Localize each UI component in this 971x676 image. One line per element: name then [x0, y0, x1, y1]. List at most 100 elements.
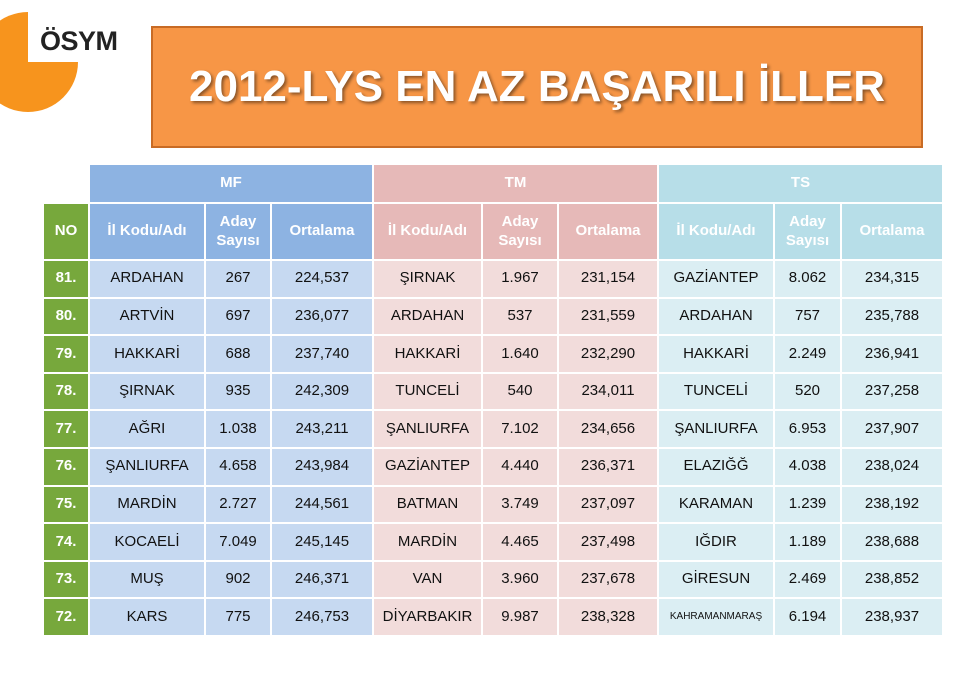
column-header: İl Kodu/Adı [374, 204, 481, 259]
table-cell: GİRESUN [659, 561, 773, 598]
table-cell: 238,937 [842, 599, 942, 635]
table-cell: 245,145 [272, 524, 372, 560]
table-cell: 244,561 [272, 486, 372, 523]
table-cell: 234,315 [842, 261, 942, 297]
table-cell: 1.640 [483, 336, 557, 372]
table-cell: BATMAN [374, 486, 481, 523]
table-cell: ŞANLIURFA [90, 449, 204, 485]
table-cell: ELAZIĞĞ [659, 449, 773, 485]
table-cell: 267 [206, 261, 270, 297]
no-header: NO [44, 204, 88, 259]
table-cell: 236,077 [272, 298, 372, 335]
table-cell: 237,907 [842, 411, 942, 447]
table-cell: KAHRAMANMARAŞ [659, 599, 773, 635]
table-cell: KARAMAN [659, 486, 773, 523]
column-header: Ortalama [272, 204, 372, 259]
table-cell: ARTVİN [90, 298, 204, 335]
table-cell: 232,290 [559, 336, 657, 372]
logo-text: ÖSYM [40, 26, 118, 56]
row-number: 75. [44, 486, 88, 523]
column-header: Ortalama [559, 204, 657, 259]
table-cell: 231,559 [559, 298, 657, 335]
table-cell: 537 [483, 298, 557, 335]
table-cell: 224,537 [272, 261, 372, 297]
row-number: 74. [44, 524, 88, 560]
table-cell: DİYARBAKIR [374, 599, 481, 635]
row-number: 76. [44, 449, 88, 485]
row-number: 73. [44, 561, 88, 598]
table-cell: 237,740 [272, 336, 372, 372]
table-cell: 902 [206, 561, 270, 598]
table-cell: 4.440 [483, 449, 557, 485]
table-cell: 4.465 [483, 524, 557, 560]
table-cell: 7.102 [483, 411, 557, 447]
table-cell: 1.038 [206, 411, 270, 447]
table-cell: TUNCELİ [659, 373, 773, 410]
table-cell: 234,656 [559, 411, 657, 447]
group-header: MF [90, 165, 372, 202]
column-header: Aday Sayısı [206, 204, 270, 259]
table-cell: 697 [206, 298, 270, 335]
table-cell: 775 [206, 599, 270, 635]
title: 2012-LYS EN AZ BAŞARILI İLLER [189, 62, 885, 111]
table-cell: 6.953 [775, 411, 840, 447]
title-box: 2012-LYS EN AZ BAŞARILI İLLER [151, 26, 923, 148]
table-cell: MUŞ [90, 561, 204, 598]
table-cell: GAZİANTEP [659, 261, 773, 297]
table-cell: 3.749 [483, 486, 557, 523]
table-cell: 7.049 [206, 524, 270, 560]
table-cell: ŞIRNAK [90, 373, 204, 410]
row-number: 80. [44, 298, 88, 335]
table-cell: 9.987 [483, 599, 557, 635]
table-cell: HAKKARİ [374, 336, 481, 372]
table-cell: 231,154 [559, 261, 657, 297]
table-cell: 236,941 [842, 336, 942, 372]
table-cell: 237,678 [559, 561, 657, 598]
logo-cut [28, 12, 80, 62]
table-cell: 2.469 [775, 561, 840, 598]
table-cell: 4.038 [775, 449, 840, 485]
table-cell: KARS [90, 599, 204, 635]
table-cell: 935 [206, 373, 270, 410]
table-cell: 6.194 [775, 599, 840, 635]
table-cell: 246,753 [272, 599, 372, 635]
table-cell: 243,984 [272, 449, 372, 485]
table-cell: 238,192 [842, 486, 942, 523]
table-cell: 4.658 [206, 449, 270, 485]
table-cell: MARDİN [374, 524, 481, 560]
column-header: Ortalama [842, 204, 942, 259]
row-number: 78. [44, 373, 88, 410]
table-cell: 520 [775, 373, 840, 410]
table-cell: 238,328 [559, 599, 657, 635]
table-cell: TUNCELİ [374, 373, 481, 410]
table-cell: IĞDIR [659, 524, 773, 560]
table-cell: 237,258 [842, 373, 942, 410]
table-cell: 242,309 [272, 373, 372, 410]
table-cell: 8.062 [775, 261, 840, 297]
group-header: TS [659, 165, 942, 202]
table-cell: ŞIRNAK [374, 261, 481, 297]
table-cell: ARDAHAN [659, 298, 773, 335]
table-cell: GAZİANTEP [374, 449, 481, 485]
column-header: Aday Sayısı [483, 204, 557, 259]
table-cell: 1.189 [775, 524, 840, 560]
table-cell: 2.249 [775, 336, 840, 372]
table-cell: HAKKARİ [90, 336, 204, 372]
table-cell: KOCAELİ [90, 524, 204, 560]
column-header: İl Kodu/Adı [659, 204, 773, 259]
table-cell: 243,211 [272, 411, 372, 447]
table-cell: MARDİN [90, 486, 204, 523]
table-cell: ARDAHAN [90, 261, 204, 297]
row-number: 77. [44, 411, 88, 447]
table-cell: ŞANLIURFA [659, 411, 773, 447]
row-number: 79. [44, 336, 88, 372]
table-cell: 238,852 [842, 561, 942, 598]
table-cell: 1.239 [775, 486, 840, 523]
table-cell: 2.727 [206, 486, 270, 523]
table-cell: 3.960 [483, 561, 557, 598]
table-cell: 238,024 [842, 449, 942, 485]
column-header: İl Kodu/Adı [90, 204, 204, 259]
row-number: 72. [44, 599, 88, 635]
table-cell: 234,011 [559, 373, 657, 410]
